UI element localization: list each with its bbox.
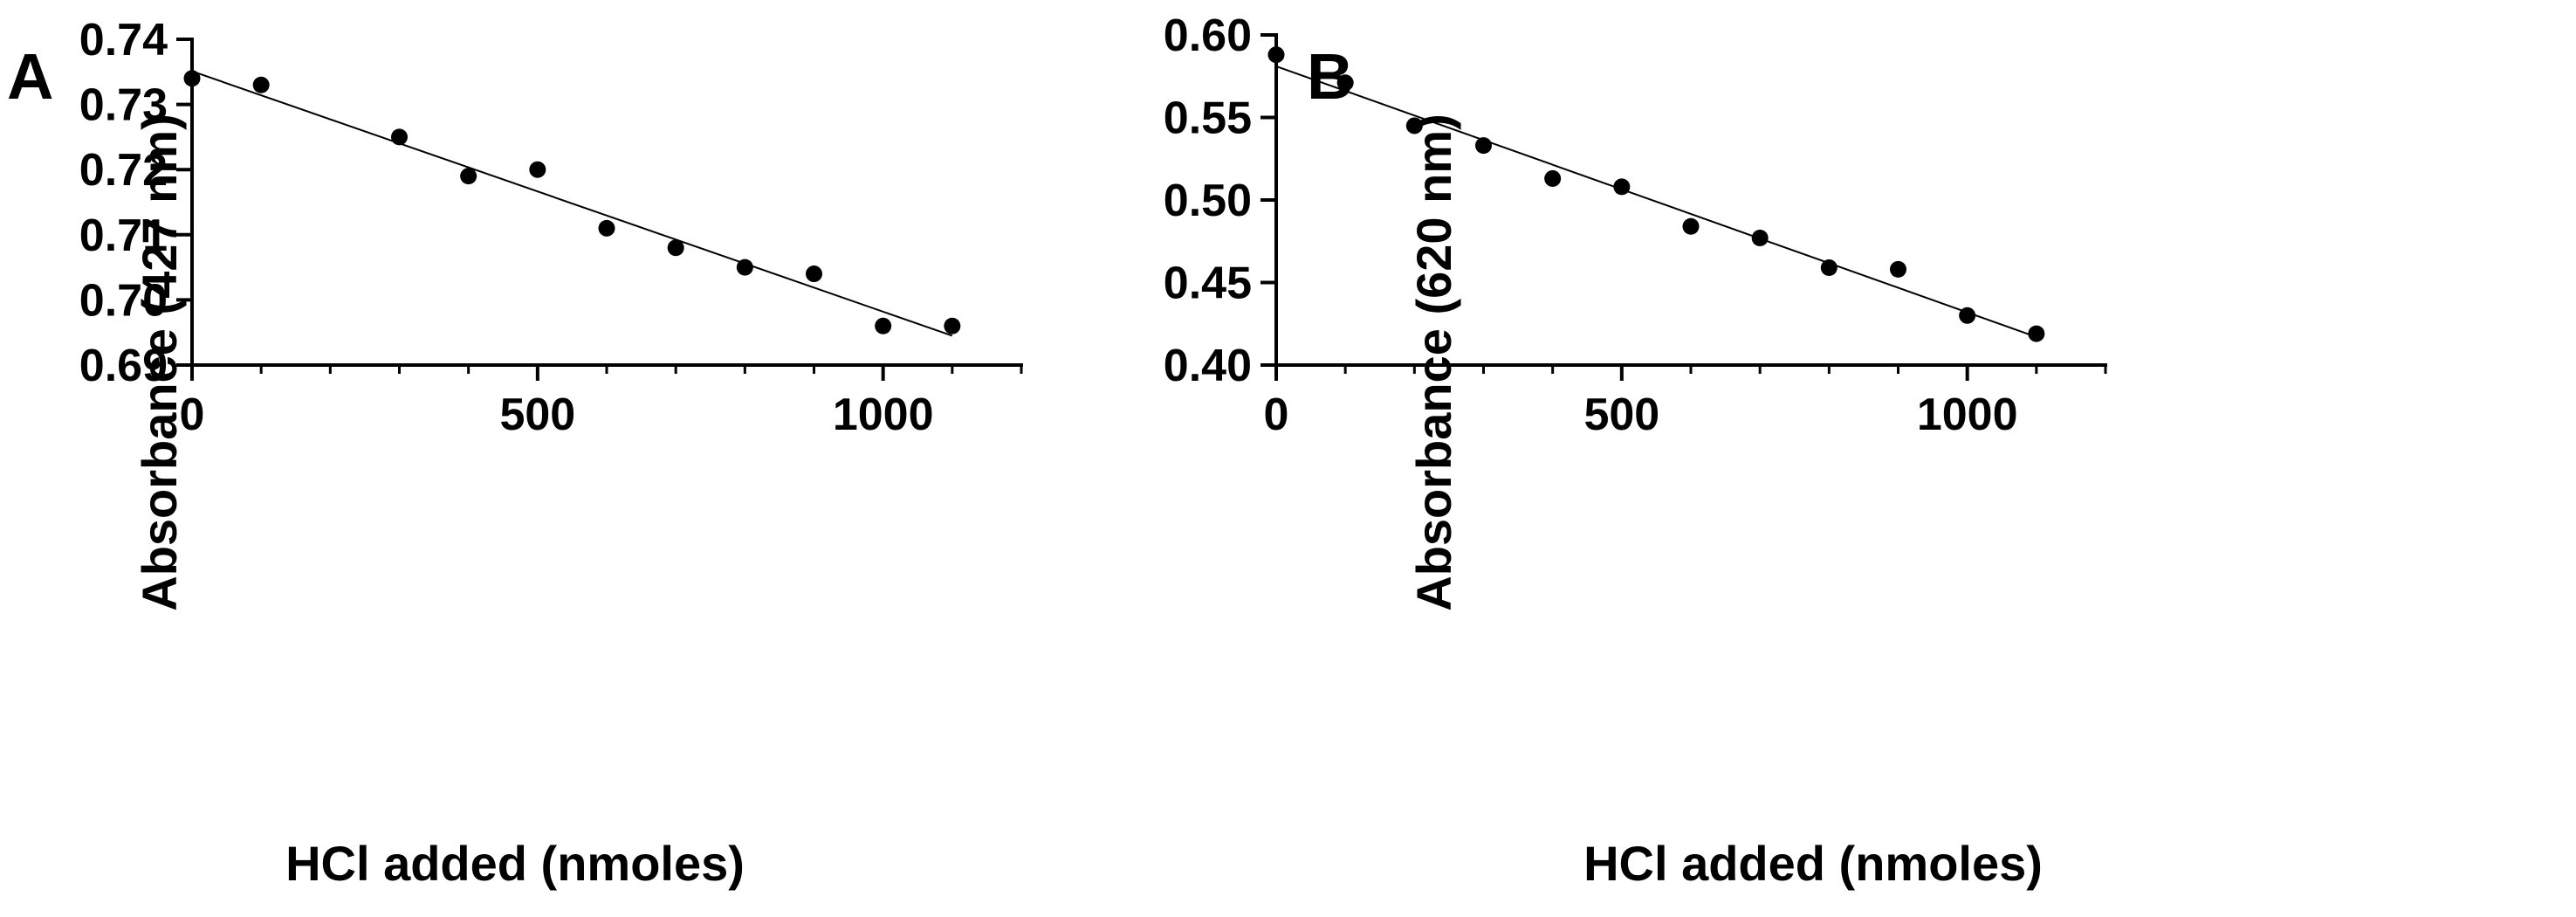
panel-a-data-point xyxy=(875,317,892,334)
panel-b-x-axis-title: HCl added (nmoles) xyxy=(1583,836,2043,891)
panel-a-y-tick-label: 0.72 xyxy=(79,145,168,196)
panel-a-x-tick-label: 0 xyxy=(180,390,205,440)
panel-a-plot-area: 0.69 0.70 0.71 0.72 0.73 0.74 0 500 1000 xyxy=(79,15,1023,440)
panel-b-y-tick-label: 0.50 xyxy=(1164,176,1252,226)
panel-b-data-point xyxy=(2028,325,2045,342)
panel-b-data-point xyxy=(1613,178,1631,196)
panel-b-data-point xyxy=(1820,259,1838,276)
panel-a-data-point xyxy=(460,168,477,185)
panel-b-y-tick-label: 0.60 xyxy=(1164,10,1252,61)
panel-b-plot-area: 0.40 0.45 0.50 0.55 0.60 0 500 1000 xyxy=(1164,10,2107,440)
panel-b-y-tick-label: 0.55 xyxy=(1164,93,1252,144)
panel-a-y-tick-label: 0.69 xyxy=(79,341,168,391)
panel-b-data-point xyxy=(1890,260,1906,278)
panel-b-y-axis-title: Absorbance (620 nm) xyxy=(1406,114,1461,611)
panel-a-data-point xyxy=(183,70,201,87)
panel-a-data-point xyxy=(736,259,753,276)
panel-b-data-point xyxy=(1267,46,1285,64)
panel-a-x-axis-title: HCl added (nmoles) xyxy=(285,836,745,891)
panel-b-fit-line xyxy=(1275,65,2037,338)
panel-a-x-tick-label: 500 xyxy=(499,390,575,440)
panel-a-data-point xyxy=(598,219,615,237)
panel-a-data-point xyxy=(252,76,270,93)
panel-b-y-tick-label: 0.40 xyxy=(1164,341,1252,391)
panel-b-data-point xyxy=(1751,229,1769,246)
panel-b-data-point xyxy=(1682,217,1700,235)
panel-a-fit-line xyxy=(191,70,953,337)
panel-a-y-tick-label: 0.70 xyxy=(79,275,168,326)
panel-a-y-tick-label: 0.71 xyxy=(79,210,168,261)
panel-b: B Absorbance (620 nm) HCl added (nmoles)… xyxy=(1164,10,2107,891)
panel-a-y-axis-title: Absorbance (427 nm) xyxy=(132,114,187,611)
panel-b-x-tick-label: 1000 xyxy=(1917,390,2018,440)
panel-b-x-tick-label: 0 xyxy=(1264,390,1289,440)
panel-a-data-point xyxy=(806,265,822,283)
panel-a-data-point xyxy=(944,317,961,334)
panel-a: A Absorbance (427 nm) HCl added (nmoles)… xyxy=(7,15,1023,891)
panel-a-y-tick-label: 0.74 xyxy=(79,15,168,66)
panel-b-data-point xyxy=(1405,117,1423,134)
panel-b-data-point xyxy=(1475,137,1492,155)
panel-a-data-point xyxy=(391,128,408,146)
panel-b-data-point xyxy=(1959,307,1976,324)
panel-a-y-tick-label: 0.73 xyxy=(79,80,168,131)
panel-a-data-point xyxy=(529,161,546,178)
panel-b-data-point xyxy=(1544,169,1562,187)
panel-b-data-point xyxy=(1336,74,1354,92)
panel-a-data-point xyxy=(667,239,684,257)
panel-b-x-tick-label: 500 xyxy=(1583,390,1659,440)
panel-a-x-tick-label: 1000 xyxy=(833,390,934,440)
panel-b-y-tick-label: 0.45 xyxy=(1164,259,1252,309)
panel-a-label: A xyxy=(7,40,53,113)
